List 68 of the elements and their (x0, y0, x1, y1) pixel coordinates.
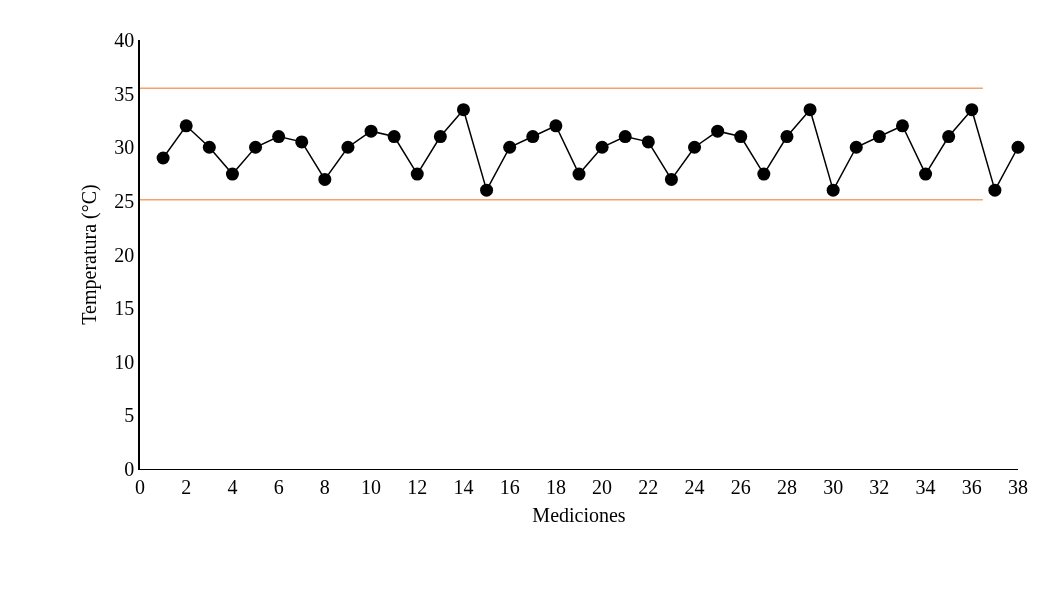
point (872, 130, 886, 144)
point (780, 130, 794, 144)
point (988, 183, 1002, 197)
x-tick-label: 2 (181, 476, 192, 498)
point (965, 103, 979, 117)
y-tick-label: 15 (114, 297, 135, 320)
x-tick-label: 24 (684, 476, 705, 498)
point (225, 167, 239, 181)
point (572, 167, 586, 181)
x-tick-label: 32 (869, 476, 890, 498)
y-tick-label: 10 (114, 350, 135, 373)
point (895, 119, 909, 133)
point (456, 103, 470, 117)
x-tick-label: 26 (730, 476, 751, 498)
point (826, 183, 840, 197)
point (295, 135, 309, 149)
point (318, 172, 332, 186)
y-tick-label: 5 (124, 404, 135, 427)
point (757, 167, 771, 181)
y-tick-label: 25 (114, 189, 135, 212)
point (433, 130, 447, 144)
point (249, 140, 263, 154)
point (641, 135, 655, 149)
point (803, 103, 817, 117)
point (942, 130, 956, 144)
x-tick-label: 8 (319, 476, 330, 498)
point (156, 151, 170, 165)
point (711, 124, 725, 138)
x-tick-label: 34 (915, 476, 936, 498)
x-tick-label: 38 (1008, 476, 1028, 498)
x-tick-label: 36 (961, 476, 982, 498)
x-tick-label: 6 (273, 476, 284, 498)
x-tick-label: 22 (638, 476, 659, 498)
x-tick-label: 4 (227, 476, 238, 498)
point (919, 167, 933, 181)
point (179, 119, 193, 133)
point (734, 130, 748, 144)
point (618, 130, 632, 144)
x-axis-title: Mediciones (532, 503, 626, 526)
y-tick-label: 20 (114, 243, 135, 266)
point (595, 140, 609, 154)
x-tick-label: 28 (776, 476, 797, 498)
x-tick-label: 16 (499, 476, 520, 498)
point (503, 140, 517, 154)
point (480, 183, 494, 197)
point (1011, 140, 1025, 154)
point (202, 140, 216, 154)
y-tick-label: 30 (114, 136, 135, 159)
point (526, 130, 540, 144)
point (341, 140, 355, 154)
point (387, 130, 401, 144)
y-axis-title: Temperatura (°C) (78, 184, 102, 325)
point (272, 130, 286, 144)
point (549, 119, 563, 133)
x-tick-label: 12 (407, 476, 428, 498)
x-tick-label: 30 (823, 476, 844, 498)
point (688, 140, 702, 154)
x-tick-label: 14 (453, 476, 474, 498)
x-tick-label: 18 (545, 476, 566, 498)
y-tick-label: 35 (114, 82, 135, 105)
point (664, 172, 678, 186)
point (410, 167, 424, 181)
point (849, 140, 863, 154)
y-tick-label: 40 (114, 29, 135, 51)
y-tick-label: 0 (124, 458, 135, 480)
point (364, 124, 378, 138)
x-tick-label: 10 (361, 476, 382, 498)
x-tick-label: 20 (592, 476, 613, 498)
